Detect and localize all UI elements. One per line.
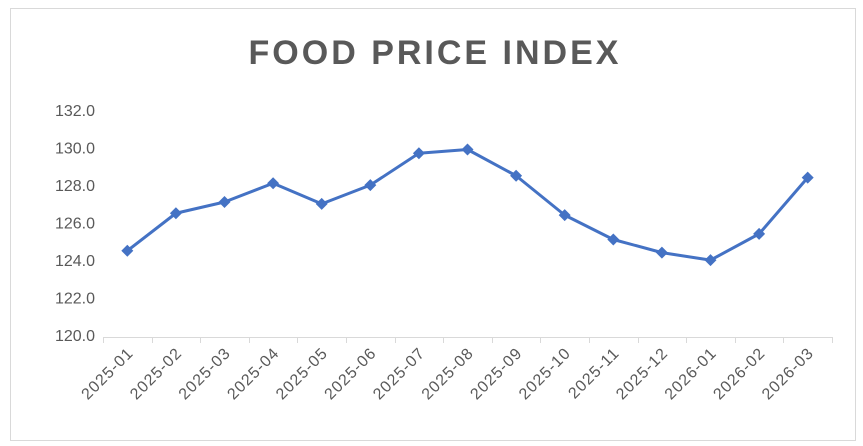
data-marker: [753, 227, 766, 240]
data-marker: [121, 244, 134, 257]
y-tick-label: 128.0: [55, 178, 95, 195]
data-marker: [461, 143, 474, 156]
y-tick-label: 122.0: [55, 291, 95, 308]
y-tick-label: 124.0: [55, 253, 95, 270]
y-tick-label: 120.0: [55, 328, 95, 345]
data-marker: [607, 233, 620, 246]
data-marker: [655, 246, 668, 259]
chart-border: [10, 8, 856, 441]
data-marker: [412, 147, 425, 160]
data-marker: [169, 207, 182, 220]
data-marker: [704, 254, 717, 267]
y-tick-label: 132.0: [55, 103, 95, 120]
data-marker: [267, 177, 280, 190]
data-marker: [218, 196, 231, 208]
data-marker: [364, 179, 377, 192]
y-tick-label: 130.0: [55, 141, 95, 158]
data-marker: [558, 209, 571, 222]
y-tick-label: 126.0: [55, 216, 95, 233]
data-marker: [510, 169, 523, 182]
data-marker: [315, 197, 328, 210]
data-marker: [801, 171, 814, 184]
chart-title: FOOD PRICE INDEX: [249, 34, 622, 72]
